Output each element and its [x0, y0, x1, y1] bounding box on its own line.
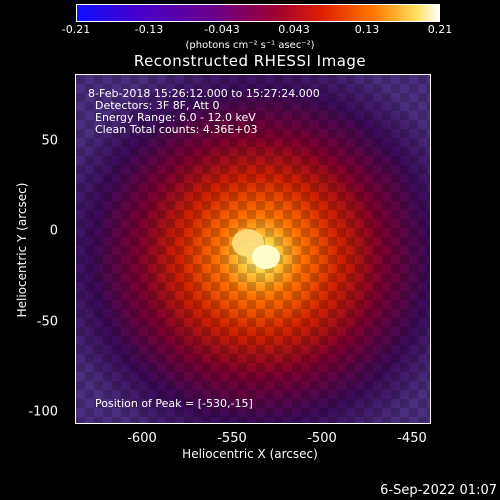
colorbar [76, 4, 440, 22]
solar-image [75, 74, 431, 424]
image-title: Reconstructed RHESSI Image [133, 52, 367, 70]
y-tick-label: -100 [28, 404, 58, 420]
colorbar-tick: -0.21 [61, 23, 91, 36]
colorbar-unit-label: (photons cm⁻² s⁻¹ asec⁻²) [185, 40, 315, 51]
y-tick-label: -50 [36, 314, 58, 330]
y-tick-label: 0 [49, 223, 58, 239]
footer-date: 6-Sep-2022 01:07 [380, 483, 497, 498]
time-range-text: 8-Feb-2018 15:26:12.000 to 15:27:24.000 [88, 87, 320, 100]
x-tick-label: -450 [397, 431, 427, 446]
colorbar-tick: 0.13 [354, 23, 380, 36]
x-axis-label: Heliocentric X (arcsec) [182, 447, 318, 461]
colorbar-tick: 0.043 [278, 23, 310, 36]
peak-position-text: Position of Peak = [-530,-15] [95, 397, 253, 410]
energy-range-text: Energy Range: 6.0 - 12.0 keV [95, 111, 256, 124]
y-axis-label: Heliocentric Y (arcsec) [15, 182, 29, 318]
detectors-text: Detectors: 3F 8F, Att 0 [95, 99, 220, 112]
x-tick-label: -550 [217, 431, 247, 446]
colorbar-tick: -0.043 [204, 23, 240, 36]
x-tick-label: -500 [307, 431, 337, 446]
colorbar-tick: -0.13 [134, 23, 164, 36]
y-tick-label: 50 [41, 133, 58, 149]
colorbar-tick: 0.21 [427, 23, 453, 36]
x-tick-label: -600 [127, 431, 157, 446]
clean-counts-text: Clean Total counts: 4.36E+03 [95, 123, 258, 136]
